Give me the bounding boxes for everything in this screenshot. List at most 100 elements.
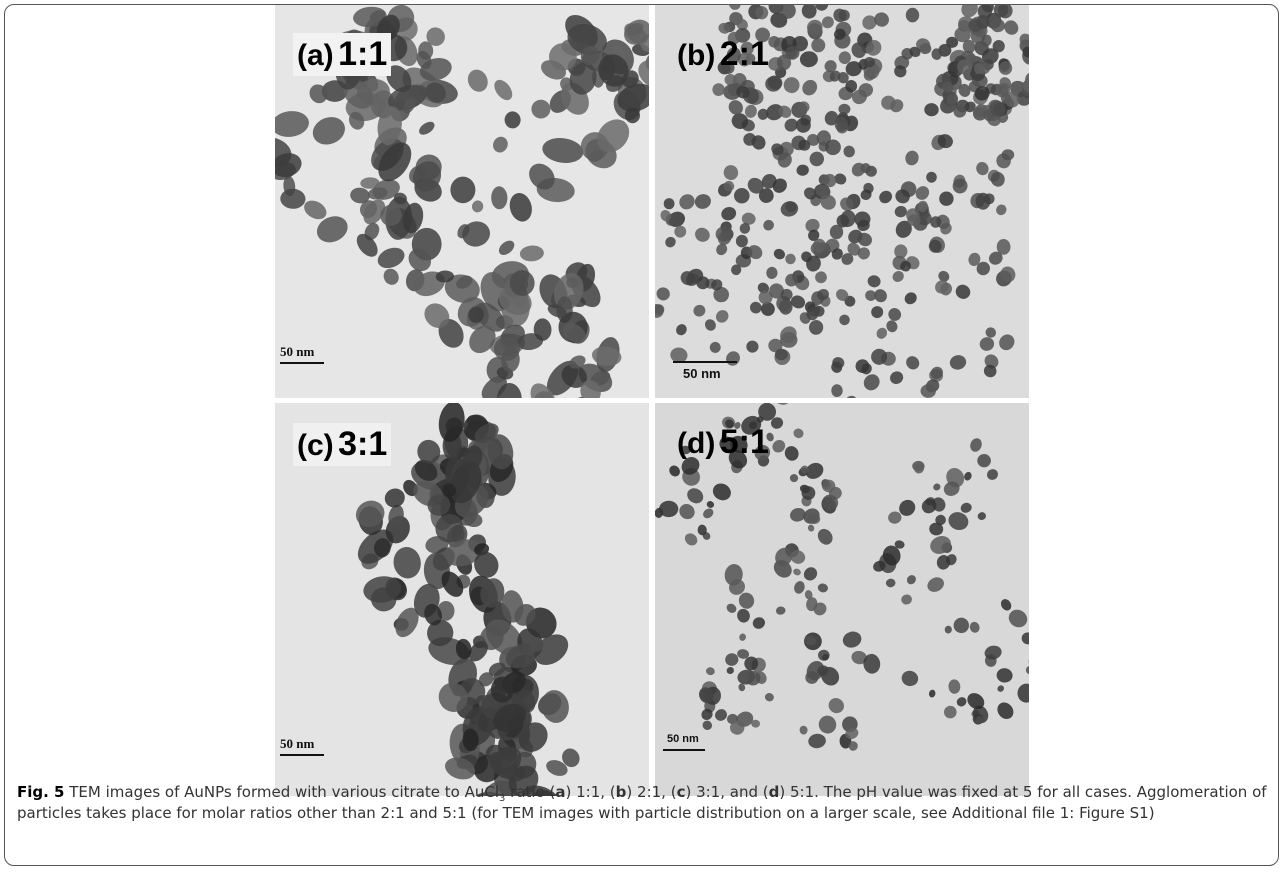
particle [348,111,365,130]
particle [807,524,815,532]
particle [1022,78,1029,93]
particle [493,703,526,732]
particle [728,100,743,115]
particle [852,89,867,105]
caption-text: ) 2:1, ( [626,783,677,801]
particle [805,218,820,233]
particle [480,578,505,608]
particle [681,457,700,475]
particle [597,119,630,153]
particle [408,248,432,272]
particle [831,248,843,260]
particle [989,100,1006,117]
particle [424,603,442,626]
particle [888,308,902,321]
particle [449,461,482,504]
particle [942,81,954,93]
particle [746,340,759,353]
particle [780,326,797,343]
particle [402,202,424,234]
particle [820,194,836,210]
particle [542,137,584,164]
particle [886,320,898,333]
particle [905,7,920,23]
particle [800,465,809,474]
panel-label: (a) 1:1 [293,33,392,76]
particle [997,702,1014,719]
particle [927,577,944,592]
particle [728,449,748,469]
particle [469,325,496,354]
particle [997,685,1004,692]
particle [275,111,309,137]
particle [766,104,784,121]
particle [836,289,849,302]
particle [840,197,854,212]
panel-label: (c) 3:1 [293,423,392,466]
particle [845,61,862,77]
particle [624,19,649,45]
particle [659,500,679,518]
particle [713,286,729,303]
particle [768,338,783,353]
particle [580,380,601,398]
particle [933,483,941,491]
particle [981,34,992,47]
particle [731,264,742,276]
particle [353,6,387,28]
particle [780,5,796,19]
particle [670,347,688,363]
particle [624,107,641,124]
particle [493,136,508,153]
particle [983,364,997,378]
particle [546,760,568,776]
particle [993,5,1009,18]
particle [367,187,388,200]
particle [957,59,973,75]
particle [862,15,877,30]
particle [1019,33,1029,46]
particle [309,84,328,104]
particle [455,638,472,660]
panel-letter: (c) [297,429,334,462]
particle [426,27,445,46]
particle [729,579,745,595]
particle [519,245,544,262]
particle [984,354,999,369]
particle [815,271,827,284]
particle [943,705,957,719]
particle [680,445,691,455]
particle [655,257,657,279]
figure-caption: Fig. 5 TEM images of AuNPs formed with v… [17,782,1267,824]
particle [509,270,535,296]
particle [818,715,837,734]
particle [851,42,866,59]
scale-bar-label: 50 nm [683,366,721,381]
particle [793,568,801,576]
particle [808,229,820,241]
particle [1004,20,1019,35]
particle [1017,683,1029,703]
particle [851,162,865,177]
particle [435,270,454,283]
particle [726,666,734,675]
particle [726,47,741,64]
particle [817,288,829,301]
particle [562,748,580,768]
particle [731,113,749,129]
particle [976,261,990,276]
particle [955,284,971,299]
panel-letter: (a) [297,39,334,72]
particle [363,199,386,225]
particle [590,370,611,386]
scale-bar-label: 50 nm [280,736,315,751]
particle [438,682,468,712]
particle [901,670,919,687]
particle [468,306,484,323]
particle [737,608,750,623]
particle [854,211,871,227]
tem-texture [655,403,1029,751]
particle [921,498,937,514]
particle [726,351,740,366]
